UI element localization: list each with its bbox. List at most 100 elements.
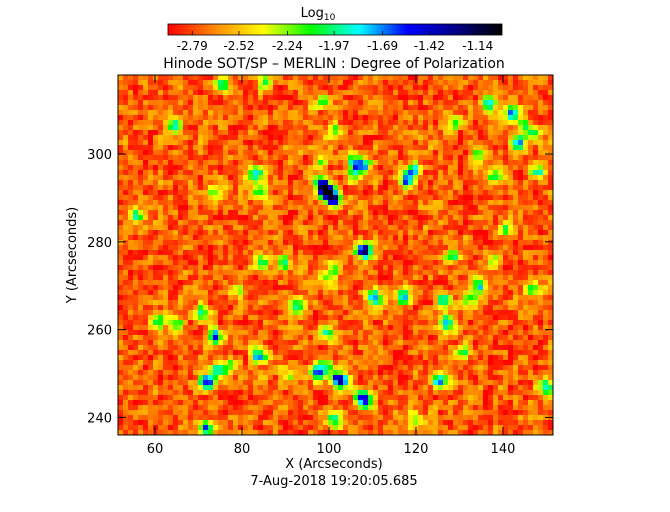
heatmap-cell (458, 200, 464, 206)
heatmap-cell (128, 340, 134, 346)
heatmap-cell (293, 255, 299, 261)
heatmap-cell (513, 225, 519, 231)
heatmap-cell (428, 115, 434, 121)
heatmap-cell (508, 315, 514, 321)
heatmap-cell (478, 300, 484, 306)
heatmap-cell (183, 140, 189, 146)
heatmap-cell (313, 125, 319, 131)
heatmap-cell (383, 115, 389, 121)
heatmap-cell (228, 110, 234, 116)
heatmap-cell (493, 330, 499, 336)
heatmap-cell (218, 275, 224, 281)
heatmap-cell (273, 270, 279, 276)
heatmap-cell (403, 145, 409, 151)
heatmap-cell (358, 185, 364, 191)
heatmap-cell (118, 145, 124, 151)
heatmap-cell (283, 175, 289, 181)
heatmap-cell (343, 130, 349, 136)
heatmap-cell (383, 180, 389, 186)
heatmap-cell (378, 225, 384, 231)
heatmap-cell (233, 140, 239, 146)
heatmap-cell (458, 260, 464, 266)
heatmap-cell (493, 165, 499, 171)
heatmap-cell (523, 150, 529, 156)
heatmap-cell (388, 180, 394, 186)
heatmap-cell (323, 310, 329, 316)
heatmap-cell (363, 310, 369, 316)
heatmap-cell (473, 130, 479, 136)
heatmap-cell (253, 95, 259, 101)
heatmap-cell (358, 295, 364, 301)
heatmap-cell (163, 180, 169, 186)
heatmap-cell (308, 155, 314, 161)
heatmap-cell (448, 205, 454, 211)
heatmap-cell (468, 115, 474, 121)
heatmap-cell (123, 175, 129, 181)
heatmap-cell (488, 355, 494, 361)
heatmap-cell (408, 150, 414, 156)
heatmap-cell (518, 185, 524, 191)
heatmap-cell (213, 120, 219, 126)
heatmap-cell (333, 205, 339, 211)
heatmap-cell (373, 115, 379, 121)
heatmap-cell (388, 220, 394, 226)
heatmap-cell (383, 145, 389, 151)
heatmap-cell (338, 150, 344, 156)
heatmap-cell (338, 195, 344, 201)
heatmap-cell (453, 330, 459, 336)
heatmap-cell (448, 155, 454, 161)
heatmap-cell (228, 340, 234, 346)
heatmap-cell (313, 300, 319, 306)
heatmap-cell (243, 95, 249, 101)
heatmap-cell (438, 190, 444, 196)
heatmap-cell (243, 345, 249, 351)
heatmap-cell (213, 260, 219, 266)
heatmap-cell (158, 205, 164, 211)
heatmap-cell (288, 210, 294, 216)
heatmap-cell (123, 345, 129, 351)
heatmap-cell (388, 120, 394, 126)
heatmap-cell (433, 275, 439, 281)
heatmap-cell (198, 150, 204, 156)
heatmap-cell (338, 105, 344, 111)
heatmap-cell (348, 240, 354, 246)
heatmap-cell (368, 85, 374, 91)
heatmap-cell (118, 335, 124, 341)
heatmap-cell (243, 290, 249, 296)
heatmap-cell (188, 135, 194, 141)
heatmap-cell (503, 260, 509, 266)
heatmap-cell (483, 230, 489, 236)
heatmap-cell (253, 275, 259, 281)
heatmap-cell (318, 330, 324, 336)
heatmap-cell (388, 305, 394, 311)
heatmap-cell (313, 185, 319, 191)
heatmap-cell (213, 350, 219, 356)
heatmap-cell (148, 245, 154, 251)
heatmap-cell (468, 345, 474, 351)
heatmap-cell (263, 315, 269, 321)
heatmap-cell (423, 315, 429, 321)
heatmap-cell (508, 295, 514, 301)
heatmap-cell (478, 295, 484, 301)
heatmap-cell (333, 80, 339, 86)
heatmap-cell (133, 320, 139, 326)
heatmap-cell (418, 135, 424, 141)
heatmap-cell (463, 100, 469, 106)
heatmap-cell (138, 295, 144, 301)
heatmap-cell (128, 320, 134, 326)
heatmap-cell (133, 100, 139, 106)
heatmap-cell (368, 130, 374, 136)
heatmap-cell (153, 335, 159, 341)
heatmap-cell (368, 270, 374, 276)
heatmap-cell (343, 90, 349, 96)
heatmap-cell (533, 270, 539, 276)
heatmap-cell (523, 105, 529, 111)
heatmap-cell (403, 225, 409, 231)
heatmap-cell (498, 335, 504, 341)
heatmap-cell (548, 270, 554, 276)
heatmap-cell (548, 340, 554, 346)
heatmap-cell (193, 270, 199, 276)
heatmap-cell (328, 325, 334, 331)
heatmap-cell (228, 185, 234, 191)
heatmap-cell (518, 150, 524, 156)
